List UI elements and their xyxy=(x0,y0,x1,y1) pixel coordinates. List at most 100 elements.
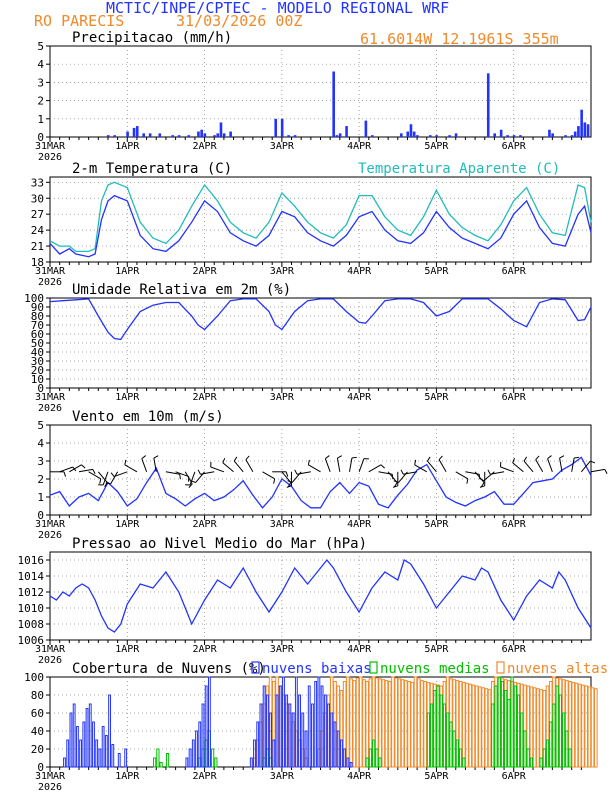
wind-barb-flag xyxy=(81,464,86,469)
cloud-legend-label: nuvens baixas xyxy=(262,661,372,677)
precip-ytick-label: 1 xyxy=(37,113,44,126)
cloud-mid-bar xyxy=(520,712,524,768)
wind-barb-flag xyxy=(438,455,443,461)
precip-bar xyxy=(583,122,587,137)
clouds-xtick-label: 4APR xyxy=(347,771,372,782)
precip-bar xyxy=(287,135,290,137)
rh-xtick-label: 3APR xyxy=(270,392,295,403)
wind-year-label: 2026 xyxy=(38,530,62,541)
wind-barb xyxy=(113,471,128,478)
precip-bar xyxy=(577,126,580,137)
wind-title: Vento em 10m (m/s) xyxy=(72,409,224,425)
wind-barb-flag xyxy=(487,469,491,475)
wind-barb xyxy=(483,471,495,482)
wind-barb-flag xyxy=(351,456,357,459)
wind-ytick-label: 0 xyxy=(37,509,44,522)
pres-xtick-label: 5APR xyxy=(424,644,449,655)
cloud-mid-bar xyxy=(565,730,569,768)
wind-barb xyxy=(414,464,428,473)
cloud-low-bar xyxy=(336,730,340,768)
precip-ytick-label: 0 xyxy=(37,131,44,144)
wind-xtick-label: 4APR xyxy=(347,519,372,530)
cloud-low-bar xyxy=(294,676,298,768)
cloud-high-bar xyxy=(481,687,485,768)
wind-speed-line xyxy=(49,456,592,509)
temp-ytick-label: 18 xyxy=(31,256,44,269)
cloud-high-bar xyxy=(355,677,360,768)
cloud-mid-bar xyxy=(562,712,566,768)
clouds-xtick-label: 1APR xyxy=(115,771,140,782)
precip-bar xyxy=(412,131,416,137)
precip-xtick-label: 6APR xyxy=(502,141,527,152)
cloud-high-bar xyxy=(378,678,382,768)
cloud-mid-bar xyxy=(442,703,447,768)
wind-barb-flag xyxy=(590,460,596,464)
cloud-mid-bar xyxy=(497,676,501,768)
cloud-high-bar xyxy=(587,686,592,768)
wind-barb xyxy=(571,457,575,472)
wind-barb-flag xyxy=(307,459,310,465)
precip-ytick-label: 4 xyxy=(37,58,44,71)
precip-bar xyxy=(293,135,297,137)
rh-ytick-label: 10 xyxy=(31,373,44,386)
cloud-low-bar xyxy=(253,739,256,768)
wind-barb xyxy=(358,458,365,472)
wind-barb-flag xyxy=(153,455,159,459)
cloud-low-bar xyxy=(195,730,198,768)
wind-barb-flag xyxy=(285,471,289,477)
temp-line xyxy=(49,194,592,258)
precip-bar xyxy=(448,135,451,137)
cloud-mid-bar xyxy=(452,730,456,768)
cloud-low-bar xyxy=(69,712,73,768)
precip-year-label: 2026 xyxy=(38,152,62,163)
cloud-low-bar xyxy=(301,712,305,768)
rh-ytick-label: 20 xyxy=(31,364,44,377)
pres-xtick-label: 4APR xyxy=(347,644,372,655)
precip-bar xyxy=(570,135,574,137)
cloud-mid-bar xyxy=(526,748,530,768)
wind-barb xyxy=(141,458,148,472)
cloud-low-bar xyxy=(72,703,76,768)
cloud-low-bar xyxy=(346,757,350,768)
cloud-low-bar xyxy=(256,721,260,768)
cloud-high-bar xyxy=(468,683,473,768)
wind-ytick-label: 1 xyxy=(37,491,44,504)
wind-barb-flag xyxy=(273,478,276,484)
pres-frame xyxy=(49,551,592,641)
wind-xtick-label: 2APR xyxy=(193,519,218,530)
wind-barb-flag xyxy=(547,455,552,460)
rh-line xyxy=(49,298,592,341)
wind-barb xyxy=(69,464,82,473)
temp-xtick-label: 4APR xyxy=(347,266,372,277)
cloud-mid-bar xyxy=(214,757,218,768)
cloud-low-bar xyxy=(311,703,314,768)
cloud-low-bar xyxy=(249,757,253,768)
cloud-low-bar xyxy=(285,694,289,768)
wind-barb xyxy=(590,468,605,473)
wind-barb xyxy=(296,471,311,475)
precip-bar xyxy=(512,135,516,137)
wind-barb-flag xyxy=(287,482,292,488)
precip-bar xyxy=(332,71,335,137)
precip-bar xyxy=(177,135,181,137)
precip-frame xyxy=(49,45,592,138)
pres-xtick-label: 3APR xyxy=(270,644,295,655)
rh-xtick-label: 5APR xyxy=(424,392,449,403)
cloud-legend-label: nuvens medias xyxy=(380,661,490,677)
precip-xtick-label: 2APR xyxy=(193,141,218,152)
precip-xtick-label: 1APR xyxy=(115,141,140,152)
wind-ytick-label: 5 xyxy=(37,419,44,432)
cloud-low-bar xyxy=(75,726,79,768)
rh-title: Umidade Relativa em 2m (%) xyxy=(72,282,291,298)
cloud-mid-bar xyxy=(539,757,543,768)
wind-barb-flag xyxy=(233,456,238,462)
wind-ytick-label: 3 xyxy=(37,455,44,468)
precip-xtick-label: 31MAR xyxy=(35,141,66,152)
pres-ytick-label: 1014 xyxy=(18,570,45,583)
precip-bar xyxy=(564,135,567,137)
precip-bar xyxy=(454,133,458,137)
cloud-low-bar xyxy=(207,676,211,768)
cloud-low-bar xyxy=(82,721,86,768)
pressure-line xyxy=(49,558,592,633)
wind-barb-flag xyxy=(400,469,404,475)
